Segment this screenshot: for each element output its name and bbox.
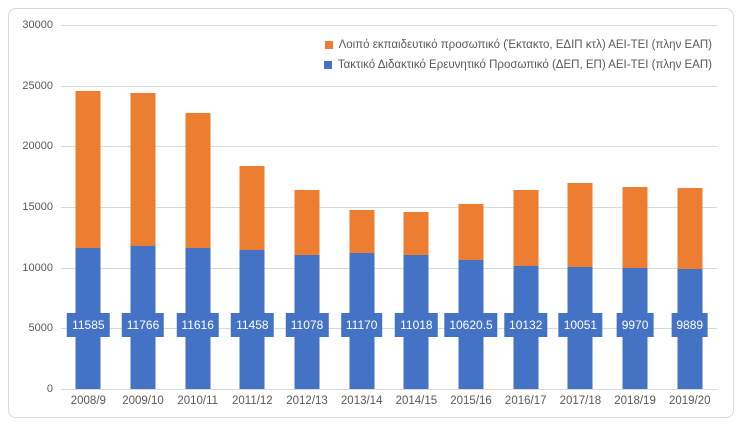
- x-tick-label: 2008/9: [70, 395, 106, 407]
- x-tick-label: 2017/18: [559, 395, 602, 407]
- category-cell-2009/10: 11766: [116, 25, 171, 389]
- chart-legend: Λοιπό εκπαιδευτικό προσωπικό (Έκτακτο, Ε…: [323, 39, 712, 71]
- x-tick-label: 2018/19: [614, 395, 656, 407]
- x-tick-label: 2012/13: [286, 395, 328, 407]
- bar-segment-other-staff: [677, 187, 703, 270]
- y-tick-label: 10000: [22, 261, 53, 274]
- data-label: 9889: [671, 313, 709, 337]
- category-cell-2016/17: 10132: [498, 25, 553, 389]
- gridline-0: [61, 389, 717, 390]
- bar-segment-other-staff: [458, 204, 484, 261]
- y-axis: 30000 25000 20000 15000 10000 5000 0: [9, 19, 53, 395]
- gridline-30000: [61, 25, 717, 26]
- bar-segment-other-staff: [130, 92, 156, 247]
- gridline-25000: [61, 85, 717, 87]
- x-tick-label: 2015/16: [450, 395, 492, 407]
- bar-segment-other-staff: [403, 211, 429, 256]
- stacked-bar: [677, 25, 703, 389]
- bar-segment-other-staff: [567, 183, 593, 268]
- data-label: 11766: [121, 313, 165, 337]
- y-tick-label: 20000: [22, 140, 53, 153]
- data-label: 10132: [504, 313, 548, 337]
- y-tick-label: 5000: [28, 322, 53, 335]
- y-tick-label: 25000: [22, 79, 53, 92]
- bar-segment-other-staff: [349, 210, 375, 254]
- category-cell-2011/12: 11458: [225, 25, 280, 389]
- bar-segment-other-staff: [622, 186, 648, 269]
- plot-area: 11585 11766 11616 11458 11078 11170 11018 10620…: [61, 25, 717, 390]
- legend-entry: Λοιπό εκπαιδευτικό προσωπικό (Έκτακτο, Ε…: [324, 39, 712, 51]
- chart-container: 30000 25000 20000 15000 10000 5000 0 11585 1176…: [8, 8, 734, 418]
- legend-swatch-icon: [323, 61, 332, 69]
- category-cell-2013/14: 11170: [334, 25, 389, 389]
- y-tick-label: 0: [46, 383, 53, 395]
- bar-segment-other-staff: [75, 90, 101, 249]
- category-cell-2012/13: 11078: [280, 25, 335, 389]
- x-tick-label: 2009/10: [122, 395, 164, 407]
- y-tick-label: 15000: [22, 201, 53, 213]
- x-tick-label: 2011/12: [231, 395, 273, 407]
- x-tick-label: 2019/20: [668, 395, 711, 407]
- x-tick-label: 2016/17: [504, 395, 547, 407]
- data-label: 11018: [395, 313, 438, 337]
- category-cell-2010/11: 11616: [170, 25, 225, 389]
- category-cell-2008/9: 11585: [61, 25, 116, 389]
- bar-segment-other-staff: [294, 189, 320, 255]
- gridline-20000: [61, 146, 717, 148]
- bar-cells: 11585 11766 11616 11458 11078 11170 11018 10620…: [61, 25, 717, 389]
- y-tick-label: 30000: [22, 19, 53, 31]
- gridline-5000: [61, 328, 717, 330]
- bar-segment-other-staff: [513, 189, 539, 267]
- data-label: 11458: [231, 313, 274, 337]
- x-tick-label: 2010/11: [177, 395, 219, 407]
- data-label: 11585: [67, 313, 110, 337]
- category-cell-2019/20: 9889: [662, 25, 717, 389]
- gridline-15000: [61, 207, 717, 208]
- category-cell-2017/18: 10051: [553, 25, 608, 389]
- legend-label: Τακτικό Διδακτικό Ερευνητικό Προσωπικό (…: [337, 59, 712, 71]
- category-cell-2015/16: 10620.5: [444, 25, 499, 389]
- data-label: 10051: [558, 313, 603, 337]
- legend-swatch-icon: [324, 41, 333, 49]
- data-label: 10620.5: [444, 313, 498, 337]
- x-axis: 2008/9 2009/10 2010/11 2011/12 2012/13 2013/1…: [61, 395, 717, 407]
- bar-segment-other-staff: [239, 166, 265, 250]
- x-tick-label: 2013/14: [340, 395, 383, 407]
- x-tick-label: 2014/15: [395, 395, 438, 407]
- data-label: 11616: [176, 313, 219, 337]
- category-cell-2018/19: 9970: [608, 25, 663, 389]
- data-label: 9970: [616, 313, 654, 337]
- legend-label: Λοιπό εκπαιδευτικό προσωπικό (Έκτακτο, Ε…: [338, 39, 712, 51]
- category-cell-2014/15: 11018: [389, 25, 444, 389]
- legend-entry: Τακτικό Διδακτικό Ερευνητικό Προσωπικό (…: [323, 59, 712, 71]
- data-label: 11170: [340, 313, 383, 337]
- bar-segment-other-staff: [185, 113, 211, 249]
- gridline-10000: [61, 267, 717, 269]
- data-label: 11078: [285, 313, 329, 337]
